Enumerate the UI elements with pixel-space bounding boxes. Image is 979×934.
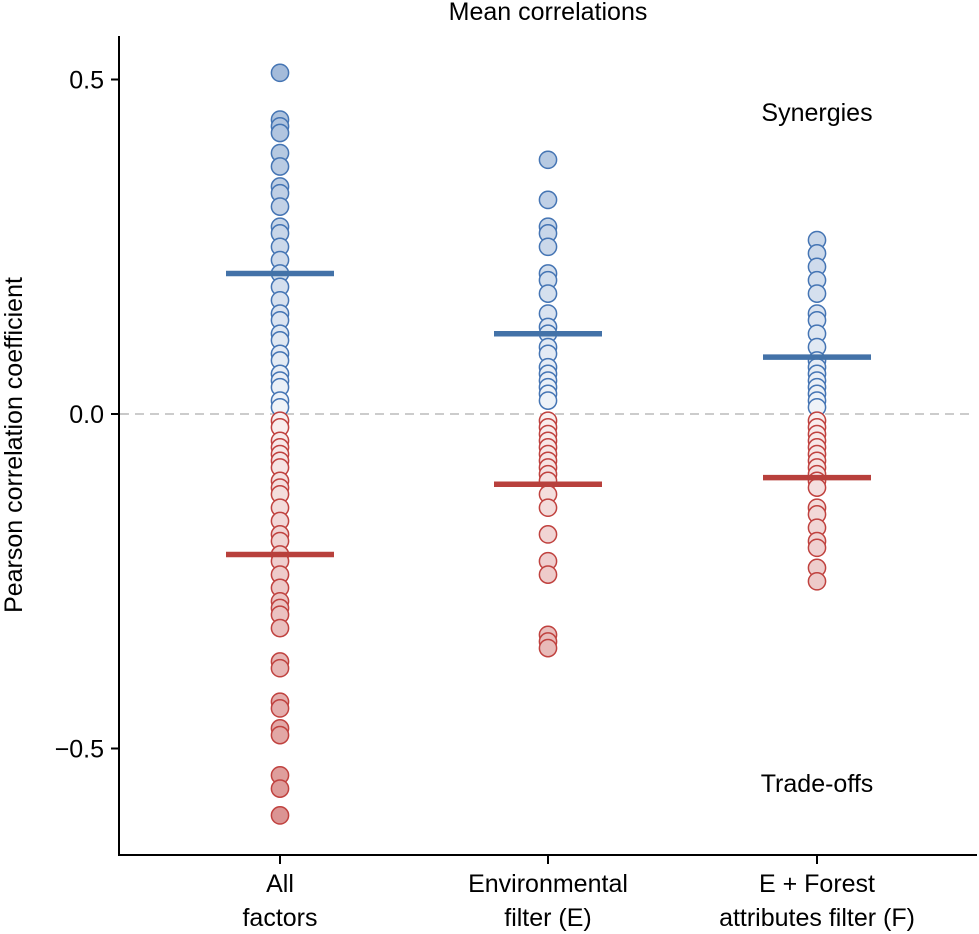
- data-point: [538, 498, 558, 518]
- data-point: [270, 618, 290, 638]
- data-point: [270, 157, 290, 176]
- data-point: [270, 779, 290, 798]
- data-point: [807, 571, 827, 591]
- data-point: [270, 725, 290, 745]
- data-point: [807, 284, 827, 303]
- data-point: [270, 658, 290, 678]
- synergies-annotation: Synergies: [761, 99, 872, 127]
- data-point: [538, 190, 558, 210]
- means-layer: [226, 270, 871, 558]
- data-point: [270, 123, 290, 143]
- x-ticks: All factors Environmental filter (E) E + For…: [242, 856, 915, 932]
- data-point: [538, 391, 558, 410]
- data-point: [270, 197, 290, 216]
- data-point: [538, 638, 558, 658]
- data-point: [807, 538, 827, 558]
- data-point: [270, 699, 290, 718]
- data-point: [807, 478, 827, 497]
- x-tick-label: factors: [242, 904, 317, 932]
- points-layer: [270, 63, 827, 825]
- y-tick-label: 0.5: [69, 67, 104, 95]
- x-tick-label: attributes filter (F): [719, 904, 915, 932]
- trade-offs-annotation: Trade-offs: [761, 770, 874, 798]
- y-axis-label: Pearson correlation coefficient: [0, 277, 28, 613]
- data-point: [538, 284, 558, 303]
- x-tick-label: E + Forest: [759, 870, 875, 898]
- data-point: [270, 63, 290, 83]
- data-point: [538, 150, 558, 170]
- data-point: [538, 237, 558, 257]
- data-point: [270, 806, 290, 825]
- chart-title: Mean correlations: [449, 0, 648, 26]
- y-ticks: 0.5 0.0 −0.5: [55, 67, 119, 764]
- x-tick-label: filter (E): [504, 904, 592, 932]
- y-tick-label: 0.0: [69, 401, 104, 429]
- y-tick-label: −0.5: [55, 736, 104, 764]
- x-tick-label: Environmental: [468, 870, 628, 898]
- data-point: [538, 565, 558, 584]
- data-point: [538, 525, 558, 544]
- x-tick-label: All: [266, 870, 294, 898]
